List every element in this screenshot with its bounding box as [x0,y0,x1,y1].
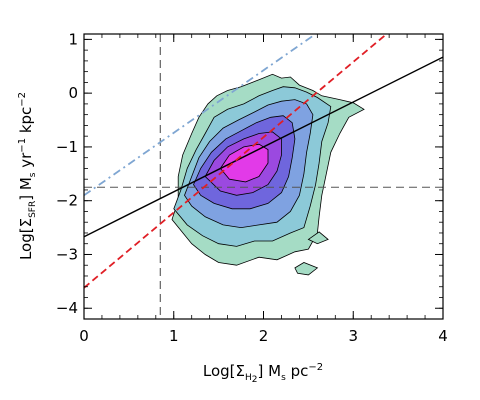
x-tick-label: 3 [348,327,358,345]
y-tick-label: −3 [56,245,78,263]
y-axis-title: Log[ΣSFR] Ms yr−1 kpc−2 [17,92,38,260]
y-tick-label: −2 [56,192,78,210]
x-tick-label: 0 [79,327,89,345]
contour-level-6 [219,143,269,183]
contour-island-2 [307,231,329,245]
dashed-fit-line [84,34,388,289]
axis-ticks: 0 1 2 3 4 −4 −3 −2 −1 0 1 [56,30,448,345]
contour-island-1 [294,262,319,276]
plot-area [84,34,443,319]
y-tick-label: 0 [68,84,78,102]
y-tick-label: −4 [56,299,78,317]
x-tick-label: 4 [438,327,448,345]
x-tick-label: 2 [259,327,269,345]
x-tick-label: 1 [169,327,179,345]
y-tick-label: −1 [56,138,78,156]
y-tick-label: 1 [68,30,78,48]
solid-fit-line [84,56,443,238]
dashdot-fit-line [84,34,318,197]
x-axis-title: Log[ΣH2] Ms pc−2 [203,362,323,385]
